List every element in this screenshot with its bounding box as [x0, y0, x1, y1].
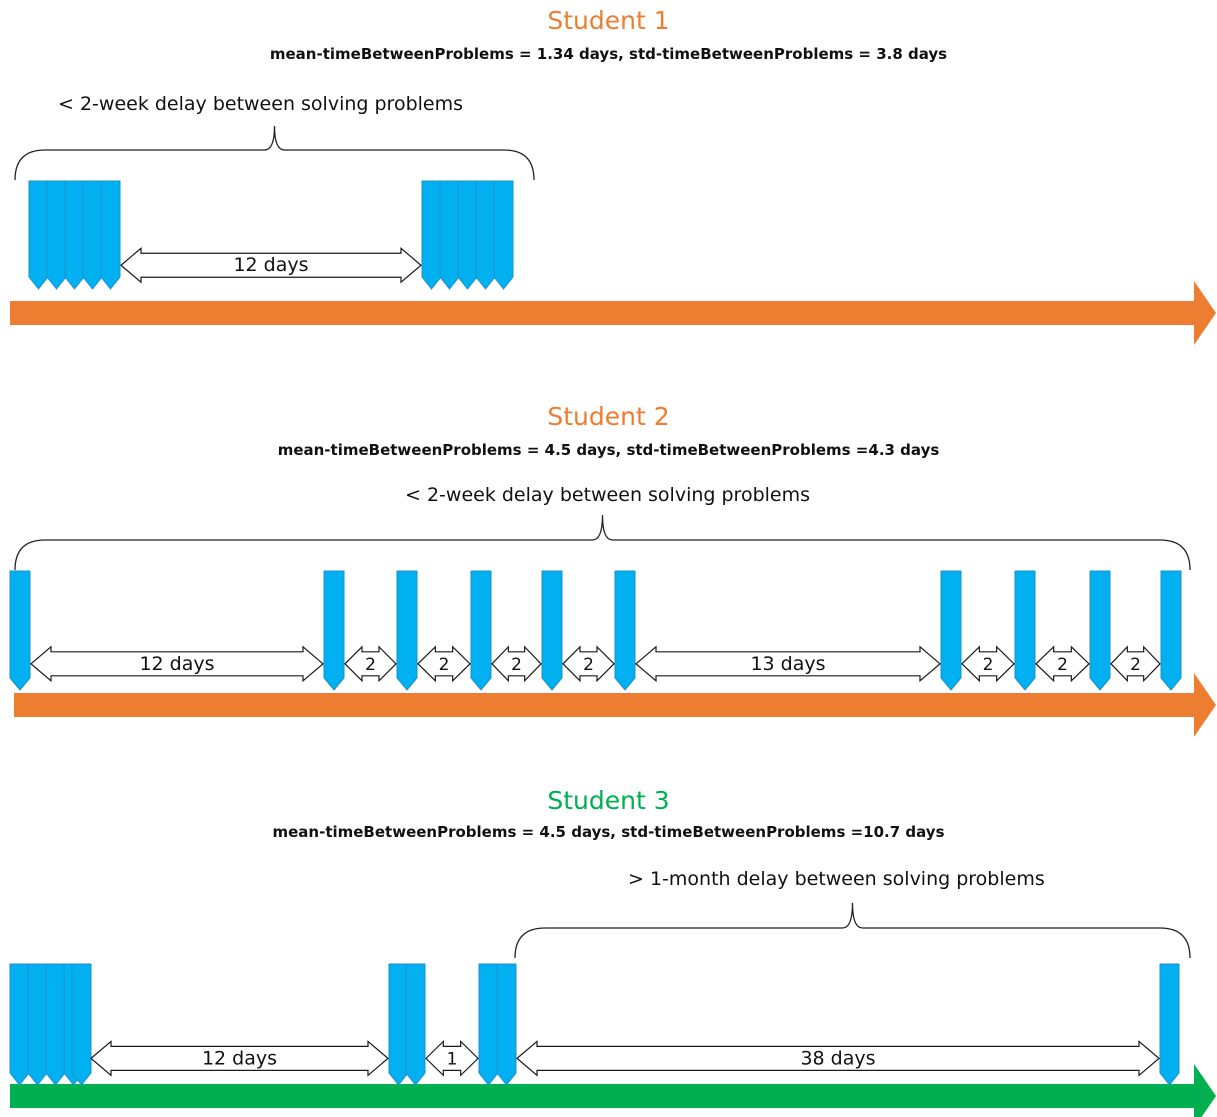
- student2-gap-arrow-8: [1035, 645, 1090, 683]
- student2-title: Student 2: [547, 402, 670, 431]
- student3-problem-marker-7: [405, 963, 426, 1086]
- student3-time-axis-arrow: [10, 1064, 1216, 1117]
- student1-problem-marker-5: [100, 180, 121, 290]
- student3-problem-marker-1: [9, 963, 30, 1086]
- student1-gap-arrow-1: [120, 246, 422, 284]
- student1-problem-marker-9: [475, 180, 496, 290]
- student2-problem-marker-6: [614, 570, 636, 691]
- student2-gap-label-4: 2: [511, 655, 522, 675]
- student2-problem-marker-8: [1014, 570, 1036, 691]
- student1-time-axis-arrow: [10, 281, 1216, 345]
- student2-gap-arrow-6: [635, 645, 941, 683]
- student3-problem-marker-2: [27, 963, 48, 1086]
- student3-gap-label-1: 12 days: [202, 1047, 277, 1069]
- student1-curly-brace: [14, 125, 535, 181]
- student2-gap-arrow-7: [961, 645, 1015, 683]
- student1-problem-marker-4: [82, 180, 103, 290]
- student2-gap-arrow-1: [30, 645, 324, 683]
- student3-gap-arrow-2: [425, 1039, 479, 1077]
- student2-gap-label-3: 2: [439, 655, 450, 675]
- student3-problem-marker-8: [478, 963, 499, 1086]
- student1-stats: mean-timeBetweenProblems = 1.34 days, st…: [269, 45, 948, 63]
- student3-problem-marker-6: [388, 963, 409, 1086]
- student1-problem-marker-8: [457, 180, 478, 290]
- student1-gap-label-1: 12 days: [233, 254, 308, 276]
- student3-problem-marker-3: [45, 963, 66, 1086]
- student2-gap-arrow-4: [491, 645, 542, 683]
- student2-problem-marker-10: [1160, 570, 1182, 691]
- student1-title: Student 1: [547, 6, 670, 35]
- student2-problem-marker-3: [396, 570, 418, 691]
- student2-gap-label-6: 13 days: [750, 653, 825, 675]
- student1-problem-marker-2: [46, 180, 67, 290]
- student2-gap-arrow-3: [417, 645, 471, 683]
- student3-gap-label-3: 38 days: [800, 1047, 875, 1069]
- student2-curly-brace: [14, 514, 1191, 571]
- student2-problem-marker-2: [323, 570, 345, 691]
- student3-problem-marker-9: [496, 963, 517, 1086]
- student2-gap-label-7: 2: [983, 655, 994, 675]
- student3-gap-arrow-3: [516, 1040, 1160, 1077]
- student2-gap-arrow-2: [344, 645, 397, 683]
- student3-problem-marker-10: [1159, 963, 1180, 1086]
- student2-gap-label-1: 12 days: [139, 653, 214, 675]
- student1-problem-marker-3: [64, 180, 85, 290]
- student3-gap-arrow-1: [90, 1040, 389, 1077]
- student1-problem-marker-1: [28, 180, 49, 290]
- student2-problem-marker-9: [1089, 570, 1111, 691]
- student3-gap-label-2: 1: [447, 1049, 458, 1069]
- student2-problem-marker-4: [470, 570, 492, 691]
- student2-brace-label: < 2-week delay between solving problems: [405, 484, 811, 506]
- student3-problem-marker-5: [71, 963, 92, 1086]
- student2-gap-label-5: 2: [583, 655, 594, 675]
- student2-gap-arrow-5: [562, 645, 615, 683]
- student2-gap-label-8: 2: [1057, 655, 1068, 675]
- student2-gap-label-9: 2: [1130, 655, 1141, 675]
- student1-problem-marker-6: [421, 180, 442, 290]
- student3-brace-label: > 1-month delay between solving problems: [628, 868, 1045, 890]
- student2-gap-arrow-9: [1110, 645, 1161, 683]
- student2-problem-marker-5: [541, 570, 563, 691]
- student2-time-axis-arrow: [14, 673, 1216, 737]
- student1-problem-marker-7: [439, 180, 460, 290]
- student3-stats: mean-timeBetweenProblems = 4.5 days, std…: [272, 823, 945, 841]
- student2-problem-marker-1: [9, 570, 31, 691]
- student2-gap-label-2: 2: [365, 655, 376, 675]
- student2-stats: mean-timeBetweenProblems = 4.5 days, std…: [277, 441, 940, 459]
- student3-title: Student 3: [547, 786, 670, 815]
- student3-curly-brace: [514, 902, 1191, 959]
- student1-brace-label: < 2-week delay between solving problems: [58, 93, 464, 115]
- student2-problem-marker-7: [940, 570, 962, 691]
- student1-problem-marker-10: [493, 180, 514, 290]
